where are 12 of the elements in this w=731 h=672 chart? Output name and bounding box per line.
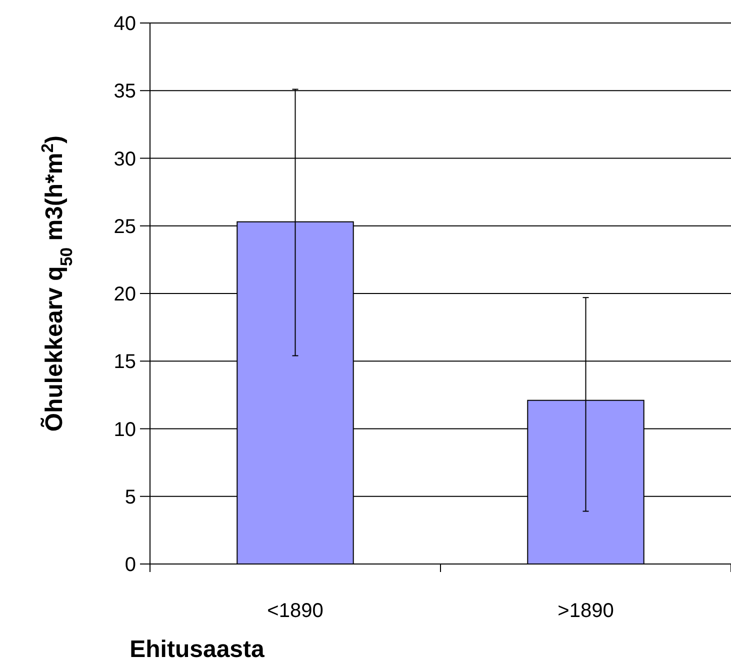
x-tick-label: <1890 [267, 600, 324, 622]
x-axis-title: Ehitusaasta [130, 636, 266, 663]
y-tick-label: 15 [114, 351, 136, 374]
y-tick-label: 10 [114, 418, 136, 441]
y-tick-label: 5 [124, 486, 136, 508]
y-tick-label: 20 [114, 284, 136, 306]
y-tick-label: 30 [114, 148, 136, 170]
x-tick-label: >1890 [558, 600, 614, 622]
y-tick-label: 35 [114, 80, 136, 103]
y-tick-label: 0 [124, 554, 136, 576]
y-tick-label: 25 [114, 216, 136, 238]
y-tick-label: 40 [114, 13, 136, 35]
